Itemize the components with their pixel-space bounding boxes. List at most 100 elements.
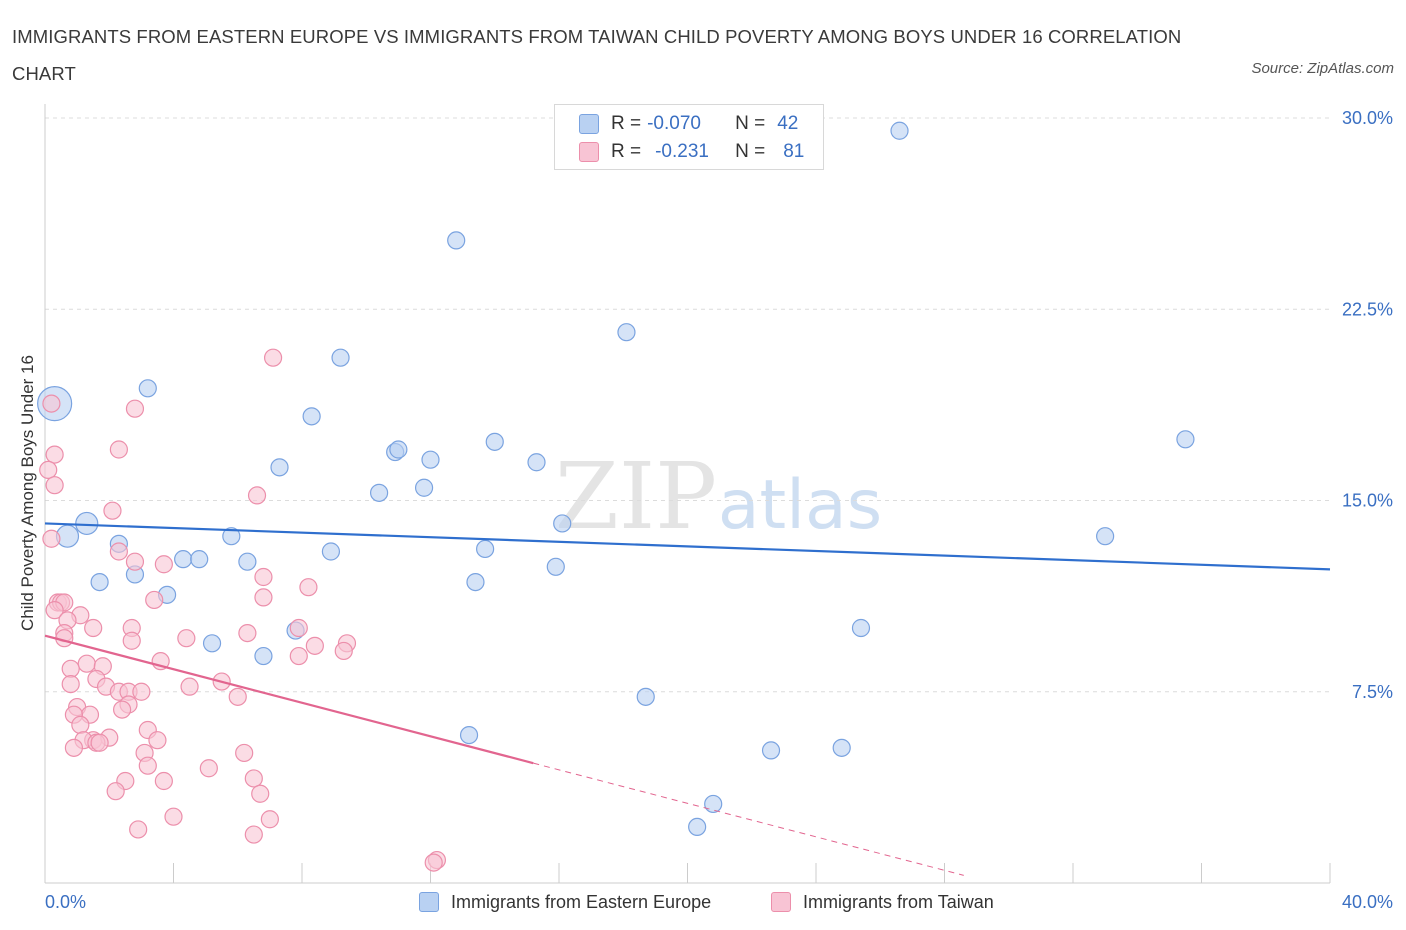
point-eastern-europe: [1096, 527, 1115, 546]
point-eastern-europe: [704, 794, 723, 814]
watermark-zip: ZIP: [555, 443, 717, 550]
point-taiwan: [154, 555, 173, 574]
point-eastern-europe: [851, 618, 871, 638]
point-taiwan: [45, 476, 64, 495]
point-taiwan: [109, 440, 128, 459]
point-taiwan: [289, 646, 308, 666]
point-taiwan: [238, 623, 257, 643]
point-taiwan: [129, 820, 148, 839]
point-taiwan: [148, 731, 167, 750]
point-eastern-europe: [138, 379, 157, 398]
n-value-eastern-europe: 42: [777, 113, 799, 134]
point-taiwan: [251, 784, 270, 803]
point-taiwan: [64, 738, 84, 757]
legend-item-eastern-europe: Immigrants from Eastern Europe: [419, 888, 711, 916]
point-taiwan: [254, 588, 273, 607]
point-taiwan: [103, 501, 122, 520]
stats-swatch-blue: [579, 114, 599, 134]
point-taiwan: [164, 807, 183, 826]
n-value-taiwan: 81: [783, 141, 805, 162]
point-eastern-europe: [688, 817, 707, 837]
point-eastern-europe: [617, 323, 636, 342]
point-eastern-europe: [447, 231, 466, 250]
point-taiwan: [199, 759, 218, 778]
point-eastern-europe: [485, 432, 504, 451]
point-eastern-europe: [190, 550, 209, 569]
legend-swatch-blue: [419, 892, 439, 912]
point-taiwan: [71, 715, 90, 735]
point-taiwan: [77, 654, 96, 673]
y-tick-label: 15.0%: [1342, 491, 1393, 511]
stats-swatch-pink: [579, 142, 599, 162]
point-taiwan: [228, 687, 247, 706]
source-note: Source: ZipAtlas.com: [1251, 60, 1394, 77]
x-tick-label: 40.0%: [1342, 892, 1393, 912]
point-eastern-europe: [270, 458, 289, 477]
point-eastern-europe: [476, 539, 495, 559]
point-taiwan: [132, 682, 151, 701]
point-taiwan: [244, 769, 263, 788]
point-taiwan: [244, 825, 263, 844]
point-taiwan: [61, 659, 80, 678]
point-taiwan: [260, 810, 279, 829]
y-tick-label: 7.5%: [1352, 682, 1393, 702]
point-taiwan: [180, 677, 199, 696]
point-taiwan: [112, 700, 132, 719]
point-taiwan: [263, 348, 283, 367]
n-label: N =: [735, 141, 766, 162]
point-taiwan: [177, 629, 196, 648]
point-eastern-europe: [553, 514, 572, 533]
point-eastern-europe: [636, 687, 655, 706]
point-taiwan: [154, 771, 173, 791]
point-eastern-europe: [222, 527, 241, 546]
legend-label-eastern-europe: Immigrants from Eastern Europe: [451, 891, 712, 912]
point-eastern-europe: [389, 440, 408, 459]
x-tick-label: 0.0%: [45, 892, 86, 912]
point-eastern-europe: [527, 453, 546, 472]
point-taiwan: [247, 486, 267, 505]
point-eastern-europe: [832, 738, 851, 757]
point-taiwan: [138, 756, 157, 775]
point-eastern-europe: [1176, 430, 1195, 449]
point-eastern-europe: [302, 407, 321, 426]
point-eastern-europe: [75, 511, 99, 536]
point-taiwan: [45, 445, 64, 464]
r-value-taiwan: -0.231: [655, 141, 709, 162]
point-eastern-europe: [370, 483, 389, 502]
point-taiwan: [299, 578, 318, 597]
point-taiwan: [125, 552, 145, 571]
point-eastern-europe: [238, 552, 257, 571]
point-taiwan: [45, 601, 64, 620]
stats-row-taiwan: R = -0.231 N = 81: [579, 138, 804, 166]
point-eastern-europe: [331, 348, 350, 367]
point-taiwan: [84, 618, 103, 638]
point-taiwan: [145, 590, 164, 610]
point-taiwan: [109, 542, 128, 561]
point-eastern-europe: [414, 478, 434, 497]
legend-item-taiwan: Immigrants from Taiwan: [771, 888, 994, 916]
point-taiwan: [106, 782, 125, 801]
point-eastern-europe: [90, 572, 109, 592]
point-taiwan: [305, 636, 324, 655]
point-taiwan: [39, 460, 58, 479]
point-taiwan: [42, 394, 61, 413]
point-eastern-europe: [202, 634, 222, 653]
point-eastern-europe: [890, 121, 909, 140]
point-taiwan: [125, 399, 145, 418]
point-eastern-europe: [761, 741, 781, 760]
point-taiwan: [424, 853, 443, 872]
trendline-taiwan-extension: [533, 762, 964, 876]
legend-swatch-pink: [771, 892, 791, 912]
stats-row-eastern-europe: R = -0.070 N = 42: [579, 110, 798, 138]
n-label: N =: [735, 113, 766, 134]
point-eastern-europe: [546, 557, 565, 576]
point-taiwan: [122, 631, 141, 650]
point-taiwan: [334, 641, 353, 661]
point-eastern-europe: [254, 646, 273, 666]
y-tick-label: 30.0%: [1342, 108, 1393, 128]
legend-label-taiwan: Immigrants from Taiwan: [803, 891, 994, 912]
point-eastern-europe: [321, 542, 341, 561]
point-eastern-europe: [466, 572, 485, 592]
r-value-eastern-europe: -0.070: [647, 113, 701, 134]
point-taiwan: [61, 674, 80, 694]
